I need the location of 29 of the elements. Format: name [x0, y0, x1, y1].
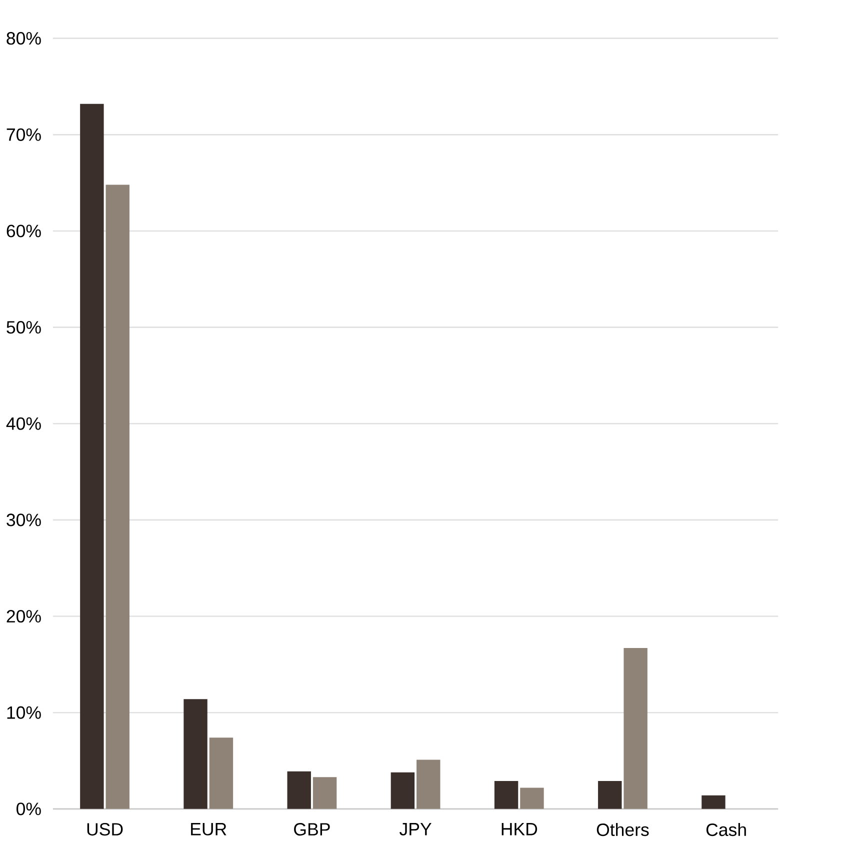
x-tick-label: GBP — [294, 823, 330, 836]
x-tick-label: Others — [596, 823, 649, 836]
x-tick-label: JPY — [400, 823, 432, 836]
y-tick-label: 80% — [6, 32, 41, 45]
bar — [312, 777, 337, 809]
bar — [209, 738, 234, 809]
x-tick-label: EUR — [191, 823, 226, 836]
x-tick-label: USD — [87, 823, 123, 836]
y-tick-label: 60% — [6, 224, 41, 238]
bar — [390, 772, 415, 809]
y-tick-label: 10% — [7, 706, 41, 719]
y-tick-label: 20% — [6, 610, 41, 623]
y-tick-label: 40% — [6, 417, 41, 430]
bar — [494, 780, 518, 809]
bar — [520, 788, 544, 809]
y-tick-label: 30% — [6, 514, 41, 526]
bar — [624, 648, 648, 809]
y-tick-label: 50% — [6, 321, 41, 334]
x-tick-label: HKD — [502, 823, 538, 836]
y-tick-label: 0% — [16, 802, 41, 816]
bar — [184, 699, 208, 809]
bar — [287, 771, 311, 809]
bar — [702, 795, 726, 809]
x-tick-label: Cash — [706, 823, 746, 836]
bar — [106, 184, 130, 809]
bar — [598, 780, 622, 809]
y-tick-label: 70% — [6, 128, 41, 141]
bar — [80, 104, 104, 809]
bar — [416, 760, 440, 809]
